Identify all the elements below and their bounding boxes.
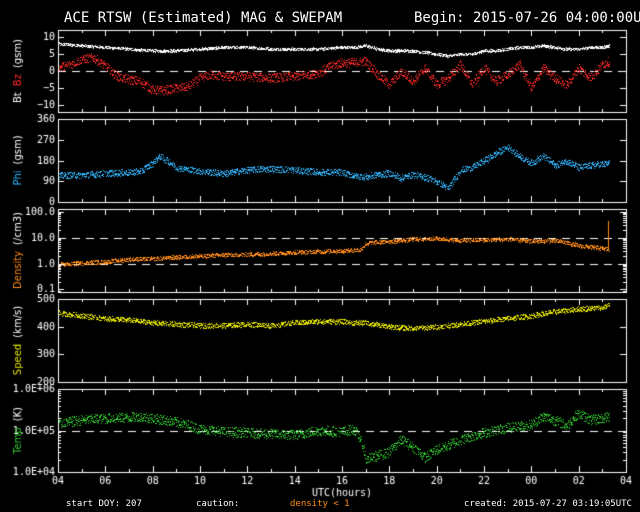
density-caution-note: density < 1: [290, 499, 350, 509]
start-doy: start DOY: 207: [66, 499, 142, 509]
begin-time: Begin: 2015-07-26 04:00:00UTC: [414, 10, 640, 26]
caution-label: caution:: [196, 499, 240, 509]
created-time: created: 2015-07-27 03:19:05UTC: [464, 499, 632, 509]
chart-title: ACE RTSW (Estimated) MAG & SWEPAM: [64, 10, 343, 26]
